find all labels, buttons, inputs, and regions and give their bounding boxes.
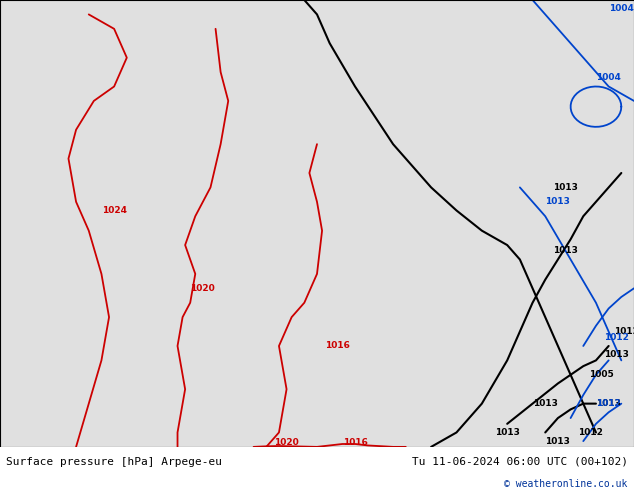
Text: 1013: 1013 xyxy=(596,399,621,408)
Text: 1012: 1012 xyxy=(604,333,629,342)
Text: 1012: 1012 xyxy=(596,399,621,408)
Text: © weatheronline.co.uk: © weatheronline.co.uk xyxy=(504,479,628,489)
Text: 1013: 1013 xyxy=(604,350,629,359)
Text: 1005: 1005 xyxy=(588,370,614,379)
Text: 1013: 1013 xyxy=(545,197,571,206)
Text: 1012: 1012 xyxy=(578,428,604,437)
Text: 1013: 1013 xyxy=(495,428,520,437)
Text: Tu 11-06-2024 06:00 UTC (00+102): Tu 11-06-2024 06:00 UTC (00+102) xyxy=(411,457,628,467)
Text: 1016: 1016 xyxy=(325,342,350,350)
Text: 1013: 1013 xyxy=(533,399,558,408)
Text: 1016: 1016 xyxy=(342,438,368,447)
Text: 1020: 1020 xyxy=(190,284,216,293)
Text: 1004: 1004 xyxy=(596,74,621,82)
Text: 1004: 1004 xyxy=(609,4,634,13)
Text: Surface pressure [hPa] Arpege-eu: Surface pressure [hPa] Arpege-eu xyxy=(6,457,223,467)
Text: 1013: 1013 xyxy=(553,246,578,255)
Text: 1020: 1020 xyxy=(274,438,299,447)
Text: 1013: 1013 xyxy=(553,183,578,192)
Text: 1012: 1012 xyxy=(614,327,634,336)
Text: 1024: 1024 xyxy=(101,206,127,215)
Text: 1013: 1013 xyxy=(545,437,571,445)
